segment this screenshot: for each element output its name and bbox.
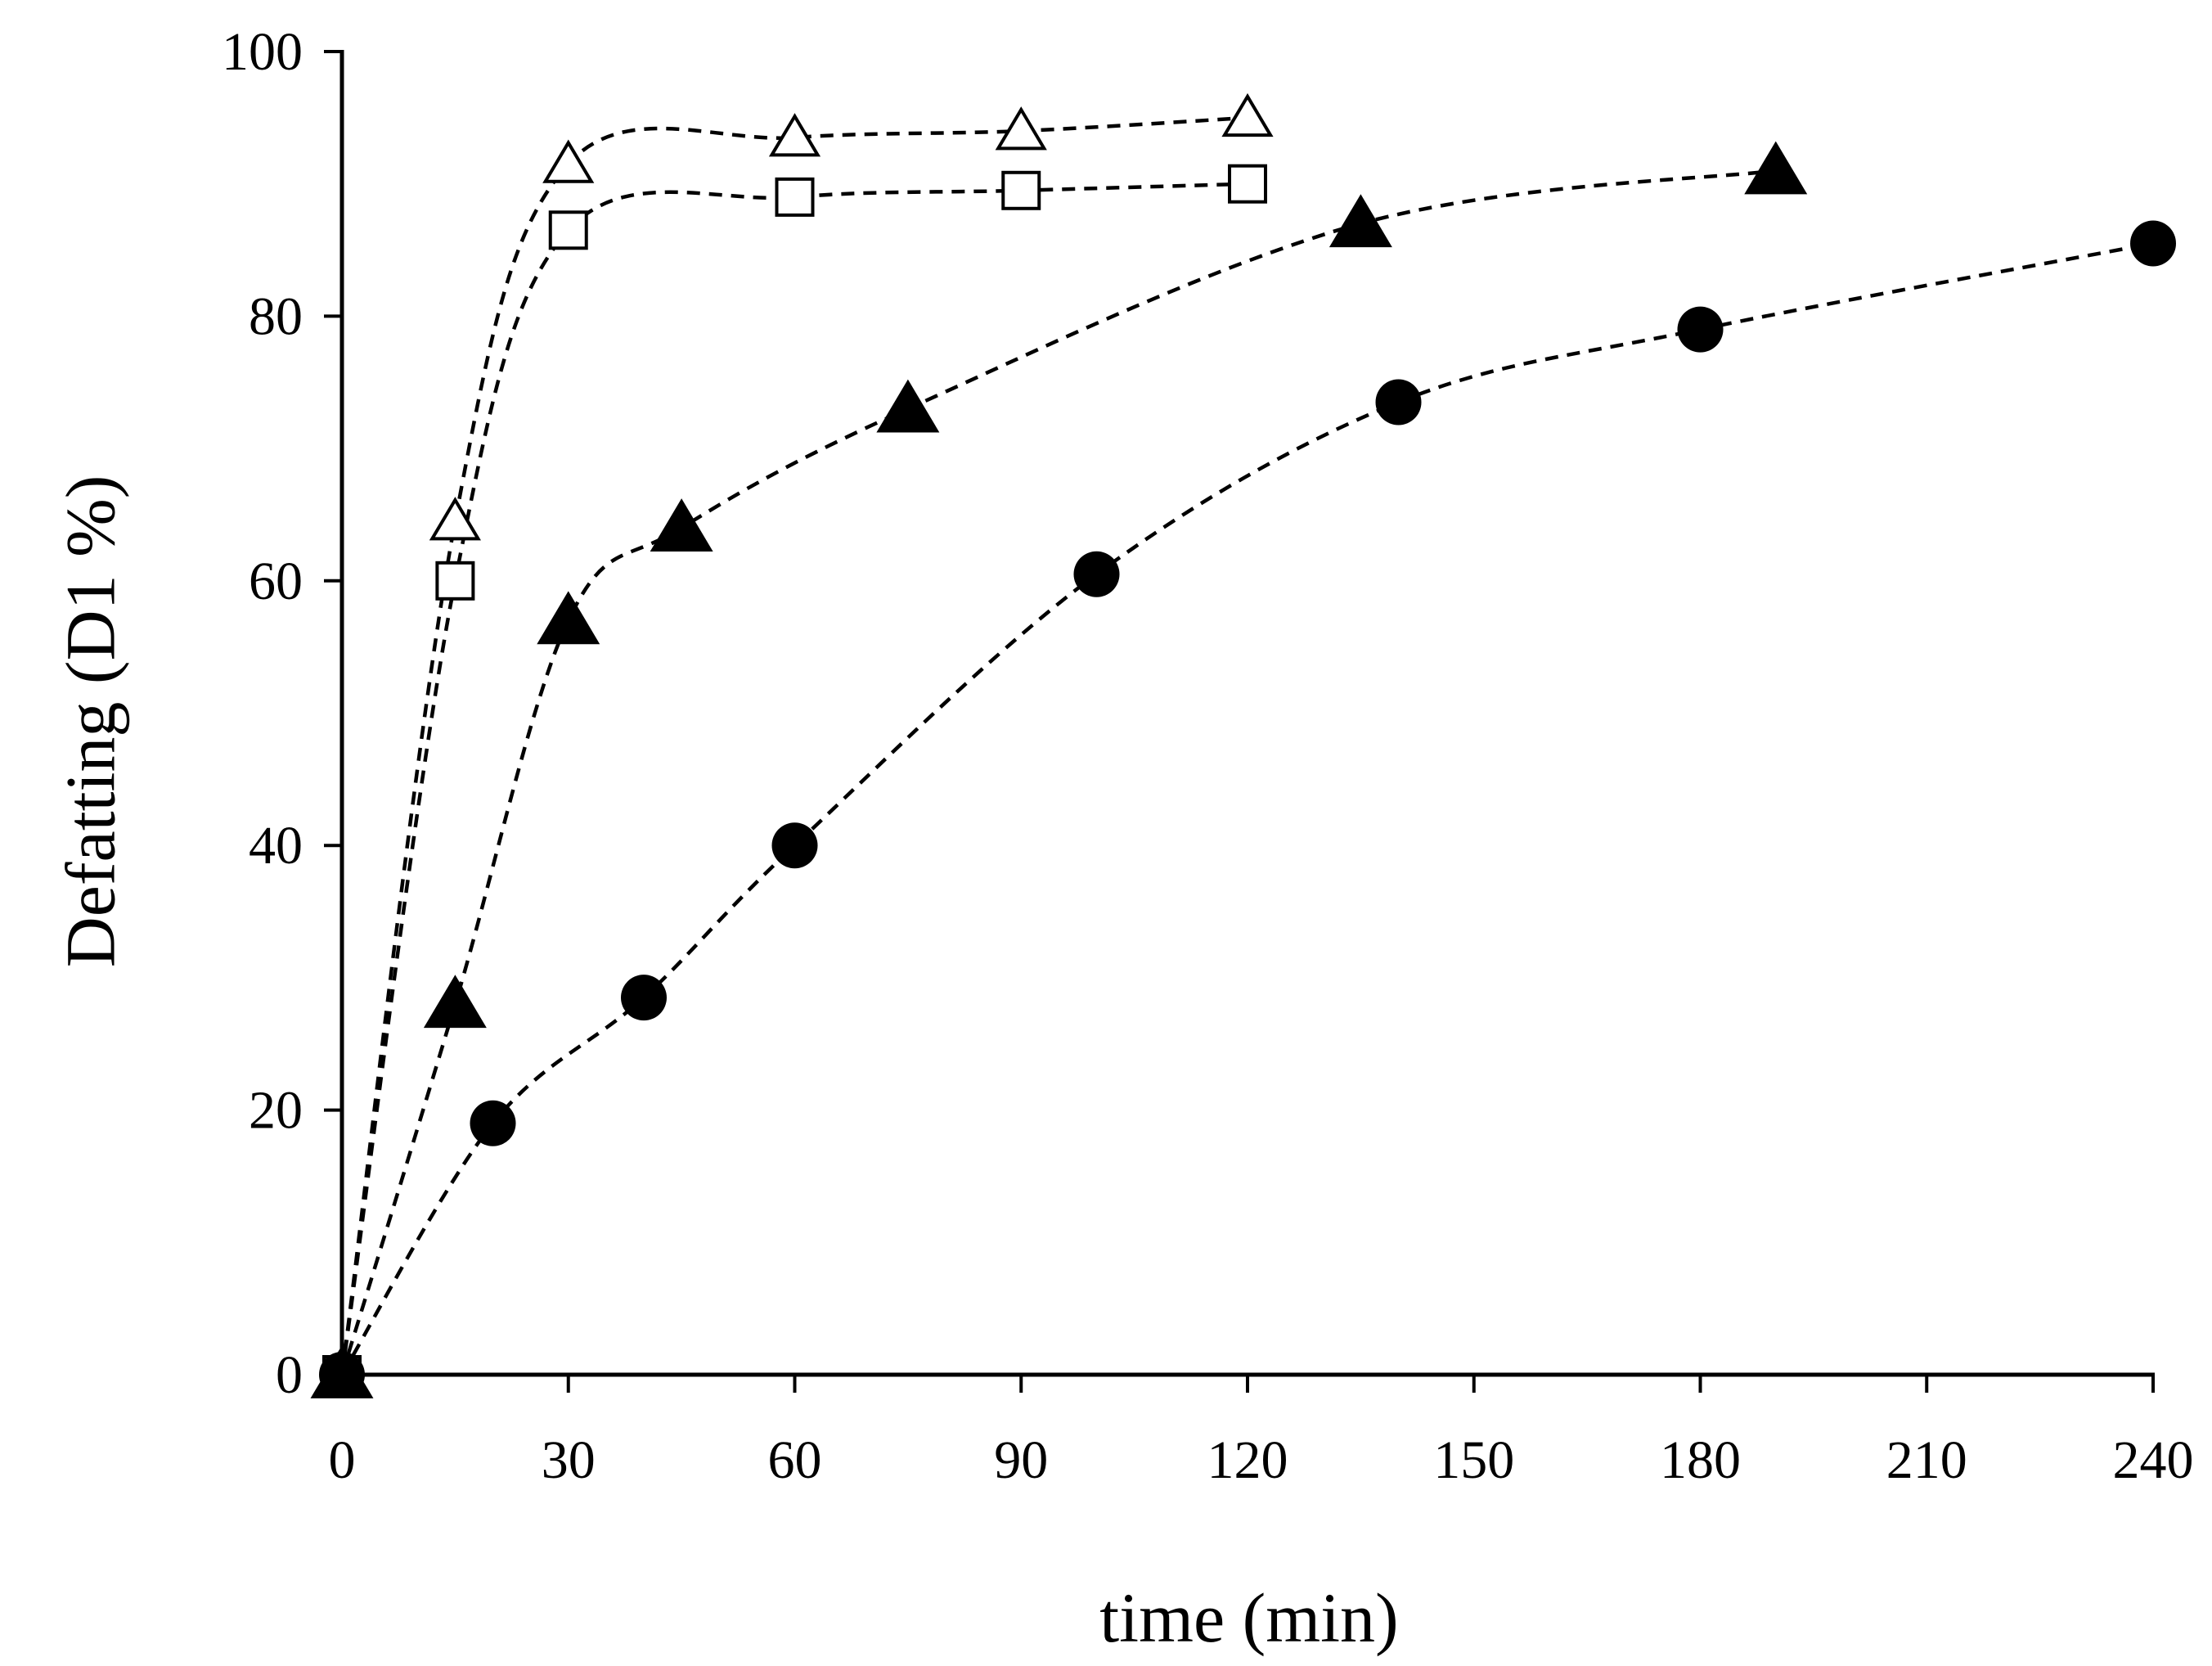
data-point-circle xyxy=(1677,306,1724,353)
series-line-open-square xyxy=(339,182,1248,1376)
data-point-triangle xyxy=(995,106,1047,151)
data-point-circle xyxy=(1375,379,1422,426)
series-open-triangle xyxy=(316,92,1274,1394)
x-tick-label: 240 xyxy=(2113,1430,2194,1490)
y-tick-label: 80 xyxy=(249,286,303,346)
data-point-triangle xyxy=(650,498,713,552)
data-point-triangle xyxy=(429,497,481,541)
data-point-triangle xyxy=(1744,141,1808,195)
y-axis-ticks: 0 20 40 60 80 100 xyxy=(222,22,342,1405)
data-point-circle xyxy=(621,975,667,1021)
y-axis-title: Defatting (D1 %) xyxy=(52,475,130,968)
x-tick-label: 30 xyxy=(542,1430,596,1490)
data-point-triangle xyxy=(537,591,600,645)
y-tick-label: 0 xyxy=(276,1345,303,1405)
x-tick-label: 180 xyxy=(1660,1430,1741,1490)
data-point-triangle xyxy=(1329,194,1392,248)
data-point-square xyxy=(435,561,475,601)
data-point-triangle xyxy=(423,975,487,1029)
data-point-triangle xyxy=(542,139,595,183)
x-tick-label: 210 xyxy=(1886,1430,1967,1490)
data-point-triangle xyxy=(876,379,940,433)
series-filled-circle xyxy=(319,220,2176,1398)
data-point-triangle xyxy=(1221,92,1274,137)
y-tick-label: 60 xyxy=(249,552,303,611)
series-markers xyxy=(310,92,2176,1398)
y-tick-label: 20 xyxy=(249,1081,303,1141)
data-point-circle xyxy=(470,1100,516,1146)
data-point-square xyxy=(548,210,588,250)
x-axis-title: time (min) xyxy=(1099,1578,1398,1657)
y-tick-label: 40 xyxy=(249,816,303,876)
x-tick-label: 120 xyxy=(1207,1430,1288,1490)
axes xyxy=(339,50,2155,1377)
series-line-open-triangle xyxy=(339,115,1248,1376)
series-open-square xyxy=(322,164,1267,1394)
data-point-square xyxy=(775,177,815,217)
data-point-circle xyxy=(2130,220,2176,267)
data-point-circle xyxy=(319,1352,365,1398)
series-lines xyxy=(339,115,2154,1376)
x-axis-ticks: 0 30 60 90 120 150 180 210 240 xyxy=(329,1375,2194,1490)
data-point-circle xyxy=(1073,551,1120,597)
data-point-circle xyxy=(771,822,818,869)
data-point-square xyxy=(1228,164,1267,204)
series-line-filled-circle xyxy=(340,241,2154,1376)
x-tick-label: 150 xyxy=(1433,1430,1514,1490)
series-line-filled-triangle xyxy=(339,169,1777,1376)
data-point-square xyxy=(1001,170,1041,210)
x-tick-label: 0 xyxy=(329,1430,356,1490)
x-tick-label: 60 xyxy=(768,1430,822,1490)
y-tick-label: 100 xyxy=(222,22,303,82)
data-point-triangle xyxy=(768,113,821,157)
x-tick-label: 90 xyxy=(994,1430,1048,1490)
series-filled-triangle xyxy=(310,141,1808,1398)
